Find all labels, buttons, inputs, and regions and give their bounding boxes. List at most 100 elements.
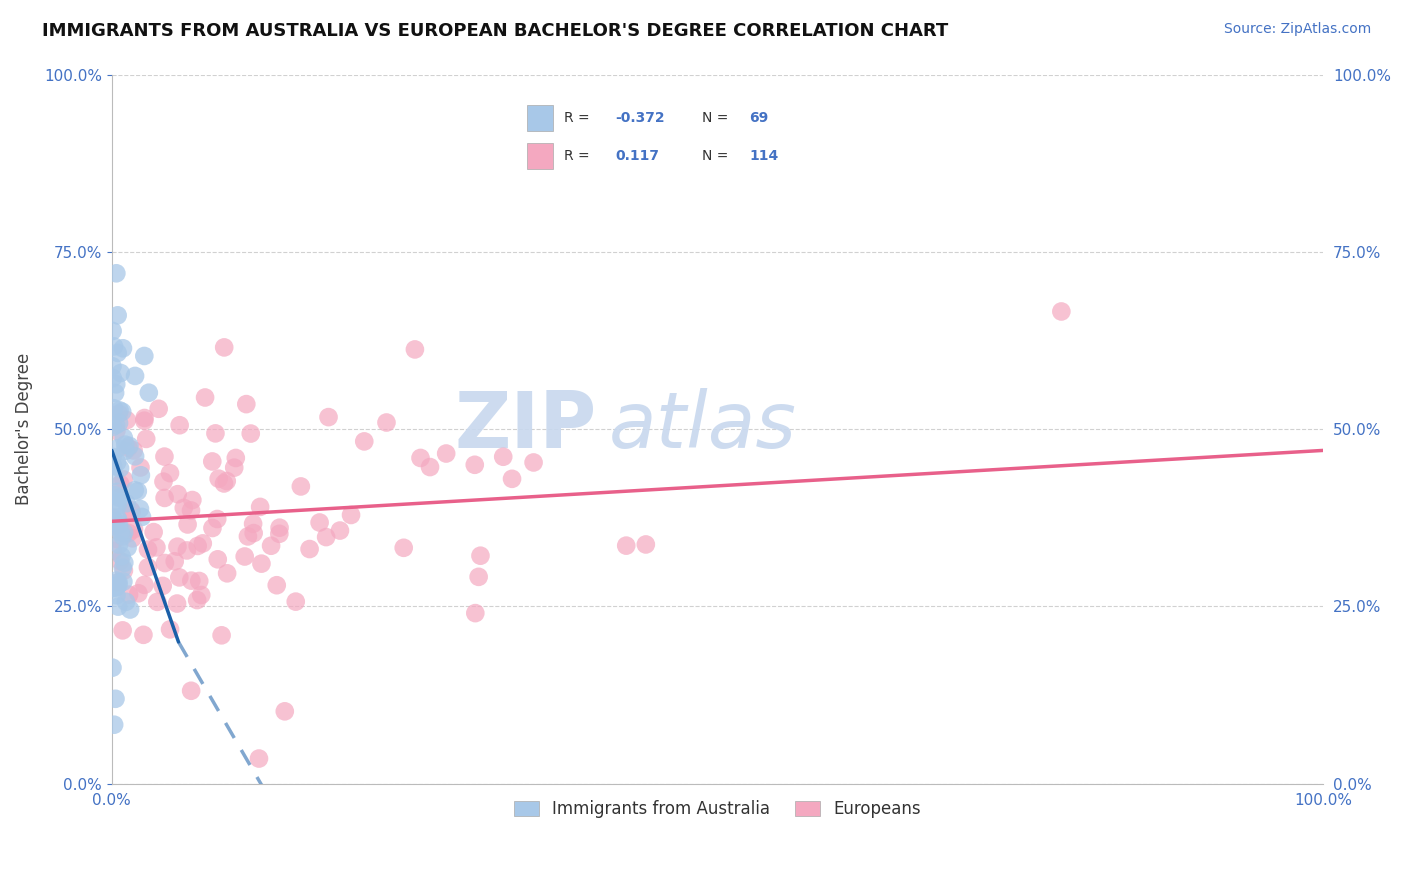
Immigrants from Australia	[107, 309, 129, 323]
Immigrants from Australia	[105, 455, 128, 469]
Europeans	[194, 391, 217, 405]
Europeans	[180, 683, 202, 698]
Immigrants from Australia	[101, 450, 124, 464]
Immigrants from Australia	[103, 717, 125, 731]
Europeans	[266, 578, 288, 592]
Europeans	[118, 588, 141, 602]
Europeans	[132, 628, 155, 642]
Immigrants from Australia	[103, 488, 125, 502]
Immigrants from Australia	[105, 588, 128, 602]
Europeans	[501, 472, 523, 486]
Europeans	[212, 340, 235, 354]
Europeans	[225, 450, 247, 465]
Immigrants from Australia	[101, 371, 124, 385]
Europeans	[284, 594, 307, 608]
Europeans	[523, 455, 546, 469]
Europeans	[290, 479, 312, 493]
Europeans	[315, 530, 337, 544]
Europeans	[634, 537, 657, 551]
Immigrants from Australia	[104, 519, 127, 533]
Immigrants from Australia	[103, 459, 125, 474]
Europeans	[470, 549, 492, 563]
Immigrants from Australia	[101, 359, 124, 374]
Text: IMMIGRANTS FROM AUSTRALIA VS EUROPEAN BACHELOR'S DEGREE CORRELATION CHART: IMMIGRANTS FROM AUSTRALIA VS EUROPEAN BA…	[42, 22, 949, 40]
Immigrants from Australia	[107, 513, 129, 527]
Immigrants from Australia	[104, 385, 127, 400]
Immigrants from Australia	[101, 661, 124, 675]
Europeans	[166, 597, 188, 611]
Europeans	[173, 500, 195, 515]
Europeans	[148, 401, 170, 416]
Europeans	[239, 426, 262, 441]
Europeans	[110, 477, 132, 491]
Immigrants from Australia	[101, 420, 124, 434]
Europeans	[120, 503, 142, 517]
Europeans	[260, 539, 283, 553]
Immigrants from Australia	[115, 496, 138, 510]
Europeans	[136, 542, 159, 557]
Europeans	[207, 512, 229, 526]
Europeans	[112, 564, 135, 578]
Europeans	[105, 532, 128, 546]
Immigrants from Australia	[105, 418, 128, 433]
Europeans	[163, 554, 186, 568]
Europeans	[201, 521, 224, 535]
Europeans	[166, 540, 188, 554]
Immigrants from Australia	[107, 599, 129, 614]
Europeans	[103, 514, 125, 528]
Europeans	[134, 578, 156, 592]
Immigrants from Australia	[105, 579, 128, 593]
Europeans	[235, 397, 257, 411]
Immigrants from Australia	[131, 510, 153, 524]
Europeans	[117, 441, 139, 455]
Immigrants from Australia	[127, 484, 149, 499]
Text: ZIP: ZIP	[454, 388, 596, 464]
Immigrants from Australia	[103, 401, 125, 416]
Europeans	[269, 521, 291, 535]
Europeans	[308, 516, 330, 530]
Immigrants from Australia	[105, 484, 128, 499]
Immigrants from Australia	[110, 549, 132, 564]
Europeans	[180, 503, 202, 517]
Europeans	[464, 458, 486, 472]
Europeans	[142, 525, 165, 540]
Europeans	[375, 416, 398, 430]
Europeans	[108, 554, 131, 568]
Europeans	[215, 474, 238, 488]
Immigrants from Australia	[111, 341, 134, 355]
Europeans	[186, 593, 208, 607]
Immigrants from Australia	[104, 515, 127, 529]
Immigrants from Australia	[118, 439, 141, 453]
Text: atlas: atlas	[609, 388, 796, 464]
Europeans	[121, 505, 143, 519]
Europeans	[135, 432, 157, 446]
Europeans	[217, 566, 239, 581]
Europeans	[434, 446, 457, 460]
Immigrants from Australia	[134, 349, 156, 363]
Europeans	[118, 525, 141, 540]
Europeans	[250, 557, 273, 571]
Europeans	[204, 426, 226, 441]
Europeans	[145, 541, 167, 555]
Europeans	[146, 595, 169, 609]
Europeans	[153, 556, 176, 570]
Europeans	[190, 588, 212, 602]
Europeans	[153, 491, 176, 505]
Immigrants from Australia	[105, 574, 128, 588]
Immigrants from Australia	[103, 468, 125, 483]
Europeans	[392, 541, 415, 555]
Immigrants from Australia	[105, 266, 128, 280]
Europeans	[242, 516, 264, 531]
Immigrants from Australia	[117, 541, 139, 555]
Immigrants from Australia	[124, 450, 146, 464]
Europeans	[187, 539, 209, 553]
Europeans	[212, 476, 235, 491]
Europeans	[169, 570, 191, 584]
Immigrants from Australia	[115, 595, 138, 609]
Immigrants from Australia	[107, 346, 129, 360]
Text: Source: ZipAtlas.com: Source: ZipAtlas.com	[1223, 22, 1371, 37]
Europeans	[101, 544, 124, 558]
Immigrants from Australia	[114, 444, 136, 458]
Europeans	[101, 510, 124, 524]
Europeans	[464, 606, 486, 620]
